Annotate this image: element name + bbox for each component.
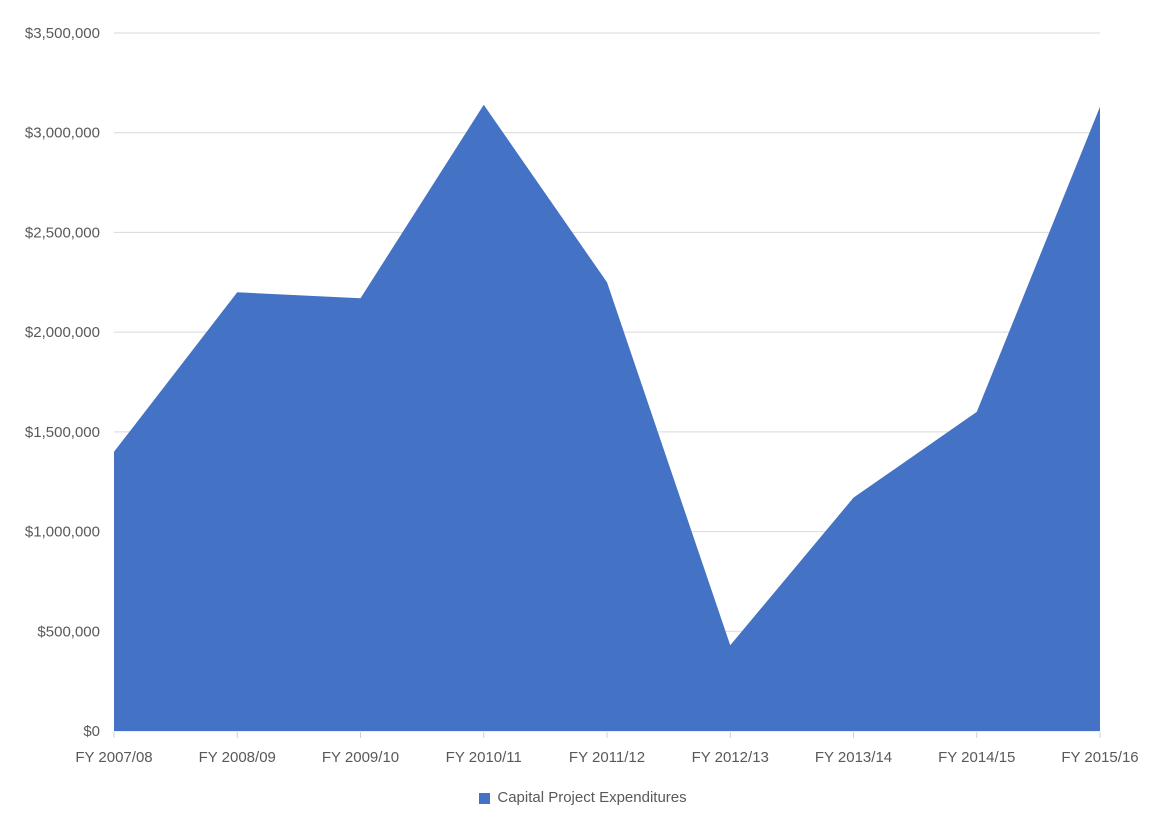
x-axis-tick-label: FY 2011/12 (569, 749, 645, 766)
area-series (114, 104, 1100, 731)
x-axis-tick-label: FY 2009/10 (322, 749, 399, 766)
x-axis-tick-label: FY 2012/13 (692, 749, 769, 766)
y-axis-tick-label: $2,000,000 (25, 324, 100, 341)
x-axis-tick-label: FY 2007/08 (75, 749, 152, 766)
y-axis-tick-label: $0 (83, 723, 100, 740)
x-axis-tick-label: FY 2008/09 (199, 749, 276, 766)
y-axis-tick-label: $500,000 (37, 623, 100, 640)
x-axis-tick-label: FY 2014/15 (938, 749, 1015, 766)
y-axis-tick-label: $3,000,000 (25, 125, 100, 142)
y-axis-tick-label: $1,500,000 (25, 424, 100, 441)
x-axis-tick-label: FY 2013/14 (815, 749, 892, 766)
y-axis-tick-label: $2,500,000 (25, 224, 100, 241)
x-axis-tick-label: FY 2015/16 (1061, 749, 1138, 766)
y-axis-tick-label: $3,500,000 (25, 25, 100, 42)
x-axis-tick-label: FY 2010/11 (446, 749, 522, 766)
y-axis-tick-label: $1,000,000 (25, 524, 100, 541)
